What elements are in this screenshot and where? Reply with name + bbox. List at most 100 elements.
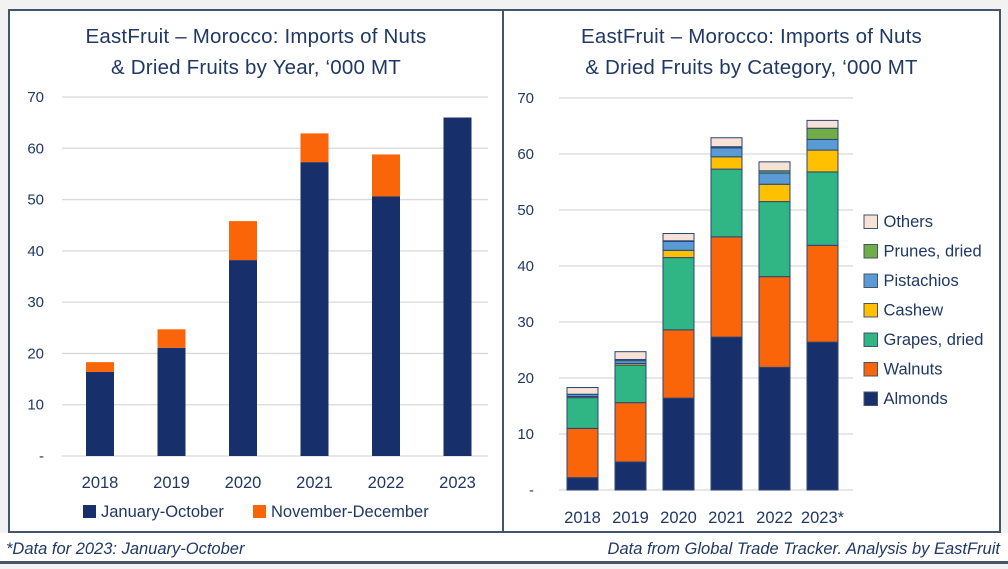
bar-segment[interactable] — [662, 240, 695, 251]
bar-segment[interactable] — [710, 236, 743, 338]
bar-segment[interactable] — [86, 371, 114, 456]
bar-segment[interactable] — [614, 461, 647, 491]
bar-segment[interactable] — [229, 260, 257, 456]
panel-imports-by-year: EastFruit – Morocco: Imports of Nuts & D… — [10, 11, 504, 531]
legend-swatch[interactable] — [863, 332, 878, 347]
bar-segment[interactable] — [662, 397, 695, 491]
panel-imports-by-category: EastFruit – Morocco: Imports of Nuts & D… — [504, 11, 999, 531]
bar-segment[interactable] — [443, 117, 472, 456]
bar-segment[interactable] — [758, 183, 791, 203]
bottom-divider-rule — [0, 561, 1008, 564]
bar-segment[interactable] — [710, 147, 743, 158]
legend-swatch[interactable] — [253, 505, 266, 518]
y-axis-tick-label: 70 — [27, 89, 44, 106]
bar-segment[interactable] — [662, 233, 695, 242]
year-chart-title-line2: & Dried Fruits by Year, ‘000 MT — [111, 56, 401, 79]
legend-label: November-December — [271, 503, 429, 521]
y-axis-tick-label: 30 — [517, 314, 534, 331]
x-axis-category-label: 2020 — [225, 474, 262, 492]
bar-segment[interactable] — [372, 154, 400, 197]
imports-by-category-chart: - 10 20 30 40 50 60 70 2018 2019 2020 2021 2022 2023*… — [517, 90, 983, 527]
footer-band — [0, 533, 1008, 561]
category-chart-title: EastFruit – Morocco: Imports of Nuts & D… — [504, 21, 999, 83]
x-axis-category-label: 2018 — [82, 474, 119, 492]
y-axis-tick-label: 40 — [517, 258, 534, 275]
bar-segment[interactable] — [300, 133, 329, 163]
legend-label: Pistachios — [884, 272, 959, 290]
bar-segment[interactable] — [566, 477, 599, 491]
legend-swatch[interactable] — [863, 244, 878, 259]
legend-label: Cashew — [884, 302, 944, 320]
bar-segment[interactable] — [614, 364, 647, 404]
bar-segment[interactable] — [300, 162, 329, 456]
x-axis-category-label: 2023 — [439, 474, 476, 492]
bar-segment[interactable] — [758, 161, 791, 172]
footnote-2023-data: *Data for 2023: January-October — [6, 540, 245, 558]
bar-segment[interactable] — [662, 249, 695, 259]
bar-segment[interactable] — [86, 362, 114, 372]
y-axis-tick-label: 60 — [27, 140, 44, 157]
category-chart-title-line2: & Dried Fruits by Category, ‘000 MT — [585, 56, 918, 79]
y-axis-tick-label: 50 — [27, 192, 44, 209]
bar-segment[interactable] — [806, 138, 839, 151]
bar-segment[interactable] — [806, 171, 839, 246]
bar-segment[interactable] — [662, 329, 695, 399]
legend-swatch[interactable] — [863, 214, 878, 229]
bar-segment[interactable] — [566, 397, 599, 429]
x-axis-category-label: 2020 — [660, 509, 697, 527]
x-axis-category-label: 2022 — [756, 509, 793, 527]
y-axis-tick-label: 70 — [517, 90, 534, 107]
bar-segment[interactable] — [229, 221, 257, 261]
x-axis-category-label: 2019 — [153, 474, 190, 492]
bar-segment[interactable] — [710, 137, 743, 148]
bar-segment[interactable] — [710, 156, 743, 170]
bar-segment[interactable] — [806, 149, 839, 173]
legend-swatch[interactable] — [863, 273, 878, 288]
bar-segment[interactable] — [614, 402, 647, 463]
x-axis-category-label: 2023* — [801, 509, 845, 527]
y-axis-tick-label: 50 — [517, 202, 534, 219]
legend-swatch[interactable] — [863, 391, 878, 406]
legend-label: Almonds — [884, 390, 948, 408]
y-axis-tick-label: - — [529, 482, 534, 499]
bar-segment[interactable] — [157, 329, 186, 348]
bar-segment[interactable] — [566, 427, 599, 479]
bar-segment[interactable] — [806, 341, 839, 491]
y-axis-tick-label: 20 — [517, 370, 534, 387]
y-axis-tick-label: 40 — [27, 243, 44, 260]
bar-segment[interactable] — [662, 257, 695, 331]
legend-swatch[interactable] — [863, 362, 878, 377]
imports-by-year-chart: - 10 20 30 40 50 60 70 2018 2019 2020 2021 2022 2023 J… — [27, 89, 488, 521]
bar-segment[interactable] — [566, 387, 599, 395]
bar-segment[interactable] — [710, 336, 743, 491]
x-axis-category-label: 2018 — [564, 509, 601, 527]
bar-segment[interactable] — [157, 347, 186, 456]
legend-swatch[interactable] — [83, 505, 96, 518]
bar-segment[interactable] — [806, 127, 839, 140]
bar-segment[interactable] — [614, 351, 647, 361]
bar-segment[interactable] — [710, 168, 743, 238]
legend-label: Walnuts — [884, 361, 943, 379]
bar-segment[interactable] — [372, 196, 400, 456]
bar-segment[interactable] — [806, 119, 839, 129]
legend-label: Others — [884, 213, 934, 231]
y-axis-tick-label: 10 — [27, 397, 44, 414]
bar-segment[interactable] — [758, 276, 791, 368]
x-axis-category-label: 2021 — [708, 509, 745, 527]
legend-label: January-October — [101, 503, 224, 521]
y-axis-tick-label: 20 — [27, 345, 44, 362]
bar-segment[interactable] — [806, 244, 839, 343]
y-axis-tick-label: 10 — [517, 426, 534, 443]
category-chart-title-line1: EastFruit – Morocco: Imports of Nuts — [581, 25, 922, 48]
year-chart-title-line1: EastFruit – Morocco: Imports of Nuts — [85, 25, 427, 48]
bar-segment[interactable] — [758, 172, 791, 185]
year-chart-title: EastFruit – Morocco: Imports of Nuts & D… — [10, 21, 502, 83]
legend-swatch[interactable] — [863, 303, 878, 318]
bar-segment[interactable] — [758, 201, 791, 278]
legend-label: Prunes, dried — [884, 243, 982, 261]
chart-panels-container: EastFruit – Morocco: Imports of Nuts & D… — [8, 9, 1001, 533]
source-attribution: Data from Global Trade Tracker. Analysis… — [607, 540, 1000, 558]
bar-segment[interactable] — [758, 366, 791, 491]
x-axis-category-label: 2019 — [612, 509, 649, 527]
